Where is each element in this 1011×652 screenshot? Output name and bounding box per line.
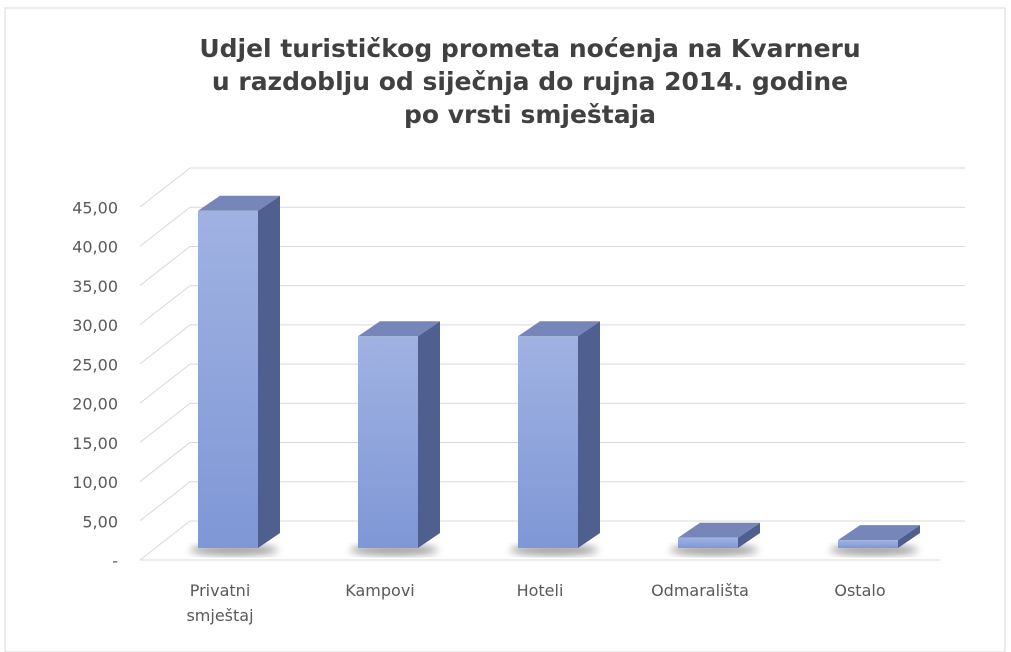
bar [678, 537, 738, 548]
grid-line [139, 285, 191, 326]
bar-side [418, 321, 440, 548]
grid-line [139, 442, 191, 482]
x-tick-label: Odmarališta [651, 581, 749, 600]
y-tick-label: 30,00 [72, 316, 118, 335]
grid-line [139, 324, 191, 365]
chart-title: po vrsti smještaja [404, 100, 656, 129]
bar [518, 336, 578, 548]
bar [198, 210, 258, 548]
grid-line [139, 402, 191, 443]
bar-side [258, 195, 280, 548]
x-tick-label: Kampovi [345, 581, 415, 600]
y-tick-label: 35,00 [72, 277, 118, 296]
x-tick-label: Privatni smještaj [186, 581, 254, 625]
y-tick-label: 15,00 [72, 434, 118, 453]
bar-top [678, 522, 760, 538]
grid-line [139, 520, 191, 561]
y-tick-label: 25,00 [72, 355, 118, 374]
y-tick-label: 40,00 [72, 238, 118, 257]
chart-title: Udjel turističkog prometa noćenja na Kva… [199, 34, 860, 63]
bar-top [358, 321, 440, 337]
bar [358, 336, 418, 548]
grid-line [139, 481, 191, 522]
y-tick-label: - [112, 552, 118, 571]
y-tick-label: 5,00 [82, 512, 118, 531]
bar-top [518, 321, 600, 337]
bar [838, 540, 898, 548]
bar-top [198, 195, 280, 211]
chart-title: u razdoblju od siječnja do rujna 2014. g… [212, 67, 848, 96]
y-tick-label: 45,00 [72, 199, 118, 218]
bar-side [578, 321, 600, 548]
grid-line [139, 363, 191, 404]
x-tick-label: Hoteli [516, 581, 564, 600]
bar-side [738, 522, 760, 548]
x-tick-label: Ostalo [834, 581, 886, 600]
grid-line [139, 206, 191, 247]
y-tick-label: 10,00 [72, 473, 118, 492]
bar-top [838, 525, 920, 541]
grid-line [139, 246, 191, 286]
bar-side [898, 525, 920, 548]
y-tick-label: 20,00 [72, 395, 118, 414]
grid-line [139, 167, 191, 208]
